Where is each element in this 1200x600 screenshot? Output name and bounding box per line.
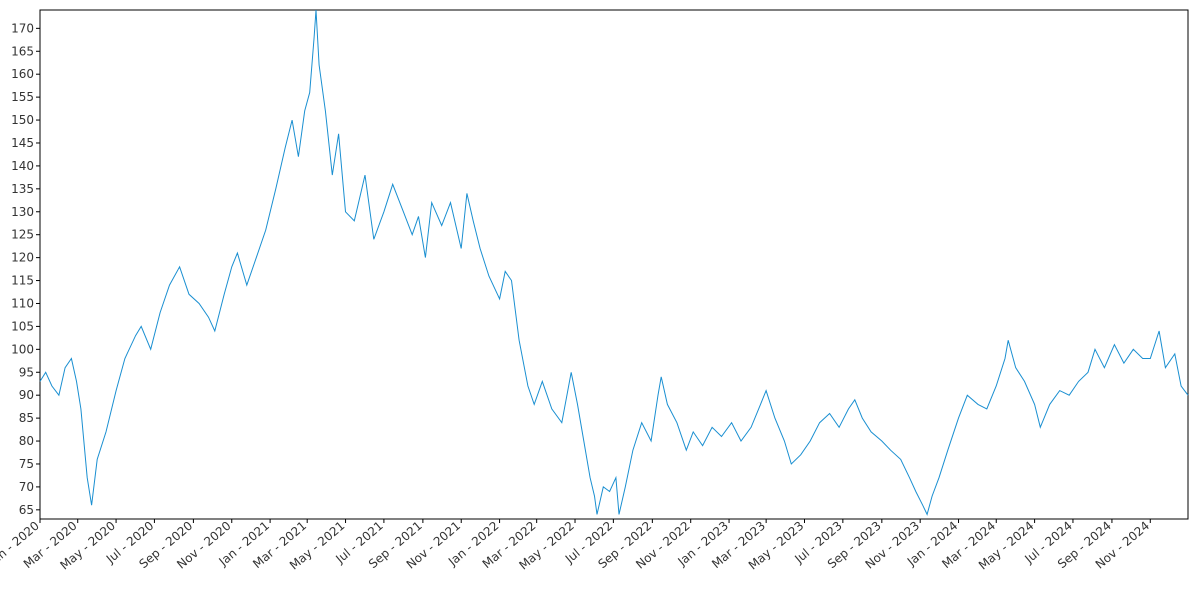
y-tick-label: 130	[11, 205, 34, 219]
y-tick-label: 105	[11, 319, 34, 333]
plot-frame	[39, 9, 1189, 520]
y-tick-label: 160	[11, 67, 34, 81]
y-tick-label: 125	[11, 228, 34, 242]
plot-border	[39, 9, 1189, 520]
series-layer	[39, 9, 1189, 516]
y-tick-label: 75	[19, 457, 34, 471]
y-tick-label: 155	[11, 90, 34, 104]
y-tick-label: 165	[11, 44, 34, 58]
y-tick-label: 145	[11, 136, 34, 150]
y-tick-label: 65	[19, 503, 34, 517]
y-tick-label: 170	[11, 21, 34, 35]
y-tick-label: 115	[11, 274, 34, 288]
y-tick-label: 120	[11, 251, 34, 265]
series-line	[39, 9, 1189, 516]
y-tick-label: 140	[11, 159, 34, 173]
y-tick-label: 85	[19, 411, 34, 425]
y-tick-label: 70	[19, 480, 34, 494]
y-axis: 65 70 75 80 85 90 95 100 105 110 115 120 125 130 135 14…	[11, 21, 40, 517]
y-tick-label: 100	[11, 342, 34, 356]
y-tick-label: 80	[19, 434, 34, 448]
y-tick-label: 95	[19, 365, 34, 379]
y-tick-label: 135	[11, 182, 34, 196]
y-tick-label: 110	[11, 296, 34, 310]
y-tick-label: 90	[19, 388, 34, 402]
y-tick-label: 150	[11, 113, 34, 127]
